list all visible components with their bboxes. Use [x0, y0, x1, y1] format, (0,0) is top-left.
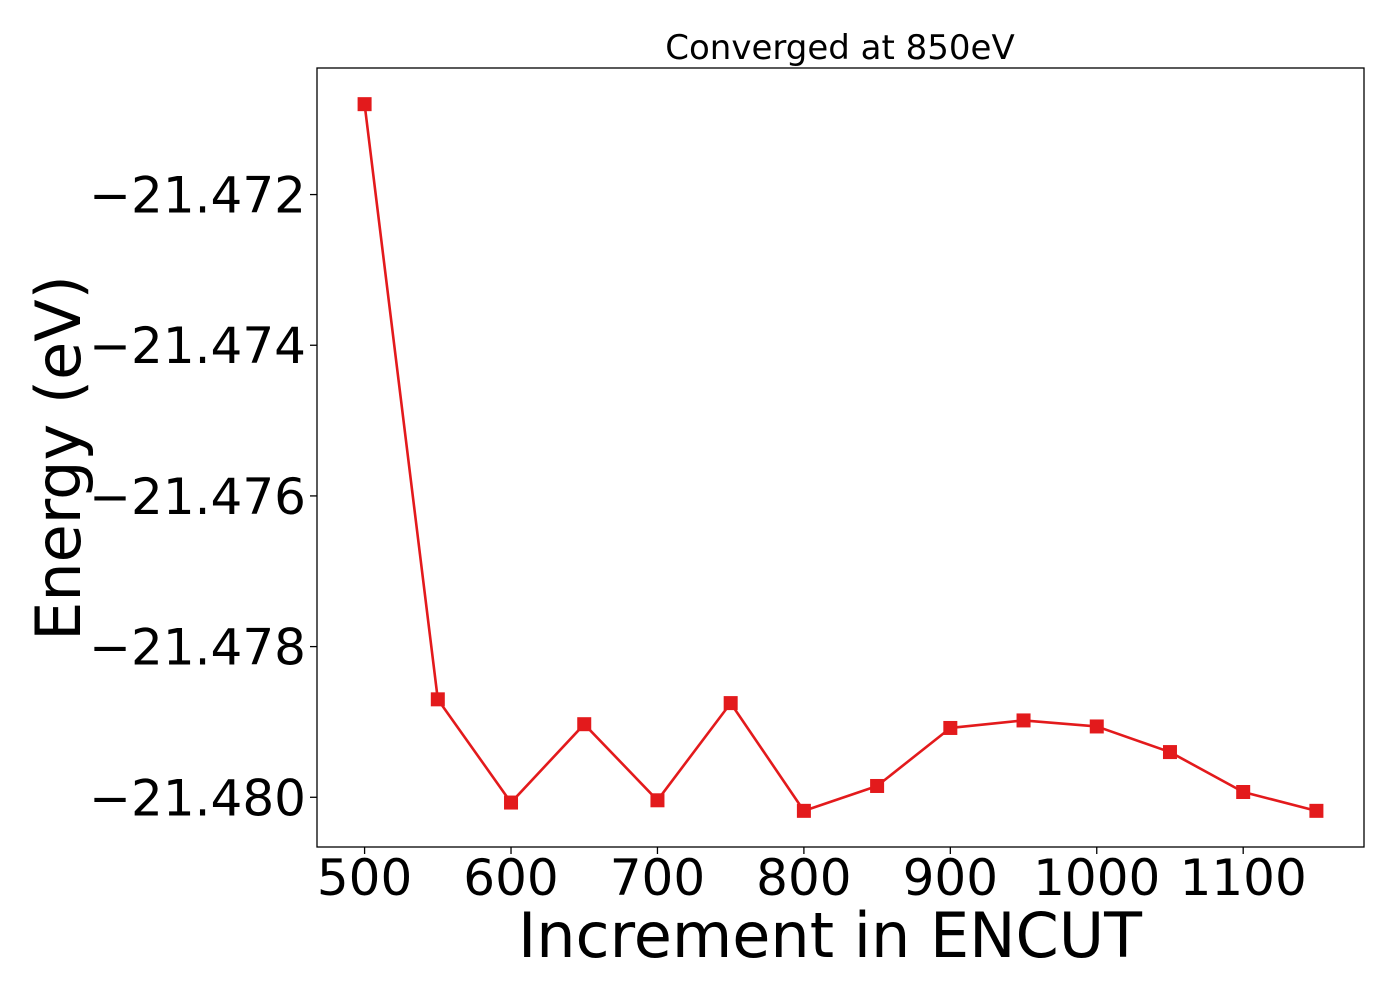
y-axis-label: Energy (eV): [22, 275, 95, 641]
plot-frame: [316, 67, 1365, 848]
data-point-marker: [1236, 785, 1251, 800]
x-tick-label: 800: [756, 849, 851, 907]
data-point-marker: [870, 778, 885, 793]
x-tick-label: 600: [463, 849, 558, 907]
y-tick-label: −21.478: [89, 619, 306, 677]
x-tick-label: 500: [317, 849, 412, 907]
y-tick-label: −21.474: [89, 317, 306, 375]
x-tick-label: 1000: [1033, 849, 1160, 907]
series-line: [363, 104, 1317, 813]
data-point-marker: [1089, 719, 1104, 734]
x-tick-label: 700: [610, 849, 705, 907]
x-tick-label: 900: [903, 849, 998, 907]
data-point-marker: [1016, 713, 1031, 728]
data-point-marker: [357, 97, 372, 112]
data-point-marker: [650, 793, 665, 808]
data-point-marker: [430, 692, 445, 707]
data-point-marker: [1309, 803, 1324, 818]
data-point-marker: [723, 696, 738, 711]
data-point-marker: [504, 795, 519, 810]
x-tick-label: 1100: [1180, 849, 1307, 907]
data-point-marker: [1162, 745, 1177, 760]
chart-title: Converged at 850eV: [665, 28, 1014, 68]
y-tick-label: −21.480: [89, 769, 306, 827]
y-tick-label: −21.476: [89, 468, 306, 526]
data-point-marker: [943, 720, 958, 735]
data-point-marker: [796, 803, 811, 818]
y-tick-label: −21.472: [89, 167, 306, 225]
x-axis-label: Increment in ENCUT: [518, 899, 1143, 972]
plot-area: 500 600 700 800 900 1000 1100 −21.472 −21.474 −21…: [89, 67, 1365, 907]
data-point-marker: [577, 717, 592, 732]
